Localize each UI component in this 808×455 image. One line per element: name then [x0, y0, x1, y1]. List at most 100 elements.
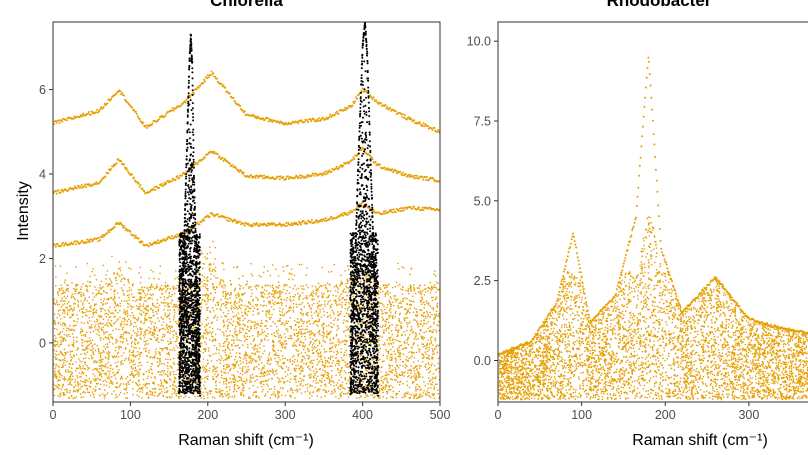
bulk-point: [317, 345, 319, 347]
bulk-point: [436, 288, 439, 291]
bulk-point: [321, 325, 323, 327]
bulk-point: [167, 375, 169, 378]
bulk-point: [146, 392, 148, 394]
bulk-point: [315, 379, 317, 382]
bulk-point: [206, 284, 208, 286]
bulk-point: [207, 306, 209, 309]
bulk-point: [157, 306, 159, 308]
bulk-point: [111, 285, 113, 287]
bulk-point: [311, 346, 313, 348]
bulk-point: [419, 284, 422, 287]
bulk-point: [304, 338, 307, 341]
bulk-point: [201, 253, 204, 255]
bulk-point: [144, 314, 146, 317]
bulk-point: [347, 265, 349, 267]
bulk-point: [410, 372, 412, 374]
bulk-point: [413, 338, 415, 340]
bulk-point: [337, 359, 339, 361]
bulk-point: [166, 348, 168, 350]
bulk-point: [154, 328, 156, 331]
bulk-point: [82, 304, 84, 306]
bulk-point: [245, 378, 248, 380]
bulk-point: [340, 274, 342, 277]
bulk-point: [269, 274, 271, 277]
bulk-point: [423, 294, 426, 296]
bulk-point: [99, 394, 101, 397]
bulk-point: [385, 329, 387, 332]
bulk-point: [292, 287, 294, 290]
bulk-point: [432, 353, 434, 356]
bulk-point: [98, 374, 101, 377]
bulk-point: [230, 355, 233, 358]
bulk-point: [379, 395, 381, 397]
bulk-point: [279, 359, 281, 361]
bulk-point: [146, 377, 148, 380]
bulk-point: [303, 348, 305, 351]
bulk-point: [85, 347, 87, 349]
bulk-point: [53, 302, 55, 305]
bulk-point: [410, 351, 413, 353]
bulk-point: [248, 396, 250, 398]
bulk-point: [151, 394, 153, 396]
bulk-point: [293, 345, 295, 347]
bulk-point: [153, 332, 155, 334]
bulk-point: [86, 351, 89, 353]
bulk-point: [216, 388, 218, 390]
bulk-point: [398, 329, 400, 331]
bulk-point: [138, 353, 140, 356]
bulk-point: [89, 310, 92, 312]
bulk-point: [435, 345, 438, 347]
bulk-point: [89, 381, 91, 383]
bulk-point: [429, 380, 431, 382]
bulk-point: [287, 369, 289, 371]
bulk-point: [100, 365, 102, 367]
bulk-point: [210, 355, 212, 357]
bulk-point: [341, 283, 343, 285]
bulk-point: [418, 333, 421, 335]
bulk-point: [264, 293, 266, 295]
bulk-point: [223, 359, 225, 362]
bulk-point: [228, 343, 230, 345]
bulk-point: [203, 367, 206, 369]
bulk-point: [55, 358, 57, 360]
bulk-point: [386, 286, 388, 289]
bulk-point: [403, 396, 406, 398]
bulk-point: [254, 348, 256, 350]
bulk-point: [324, 356, 326, 359]
bulk-point: [94, 379, 96, 381]
bulk-point: [247, 310, 249, 313]
bulk-point: [283, 382, 285, 384]
bulk-point: [162, 288, 165, 290]
bulk-point: [329, 365, 331, 367]
bulk-point: [66, 312, 69, 314]
bulk-point: [104, 366, 107, 368]
bulk-point: [327, 361, 329, 363]
bulk-point: [312, 343, 314, 346]
bulk-point: [121, 320, 123, 323]
bulk-point: [255, 304, 257, 306]
bulk-point: [399, 358, 402, 361]
bulk-point: [143, 286, 146, 289]
bulk-point: [132, 364, 134, 366]
bulk-point: [274, 297, 276, 299]
bulk-point: [226, 359, 228, 361]
bulk-point: [166, 391, 168, 394]
bulk-point: [119, 378, 122, 380]
bulk-point: [137, 328, 139, 330]
bulk-point: [249, 397, 252, 399]
bulk-point: [433, 321, 435, 323]
bulk-point: [387, 351, 390, 354]
bulk-point: [395, 300, 397, 303]
bulk-point: [254, 352, 256, 354]
bulk-point: [70, 394, 73, 397]
bulk-point: [435, 346, 437, 348]
bulk-point: [302, 328, 304, 330]
bulk-point: [295, 303, 298, 305]
bulk-point: [212, 336, 214, 338]
bulk-point: [424, 315, 427, 317]
bulk-point: [249, 360, 252, 362]
bulk-point: [158, 320, 160, 322]
bulk-point: [53, 298, 55, 300]
bulk-point: [125, 383, 127, 385]
bulk-point: [277, 377, 279, 379]
